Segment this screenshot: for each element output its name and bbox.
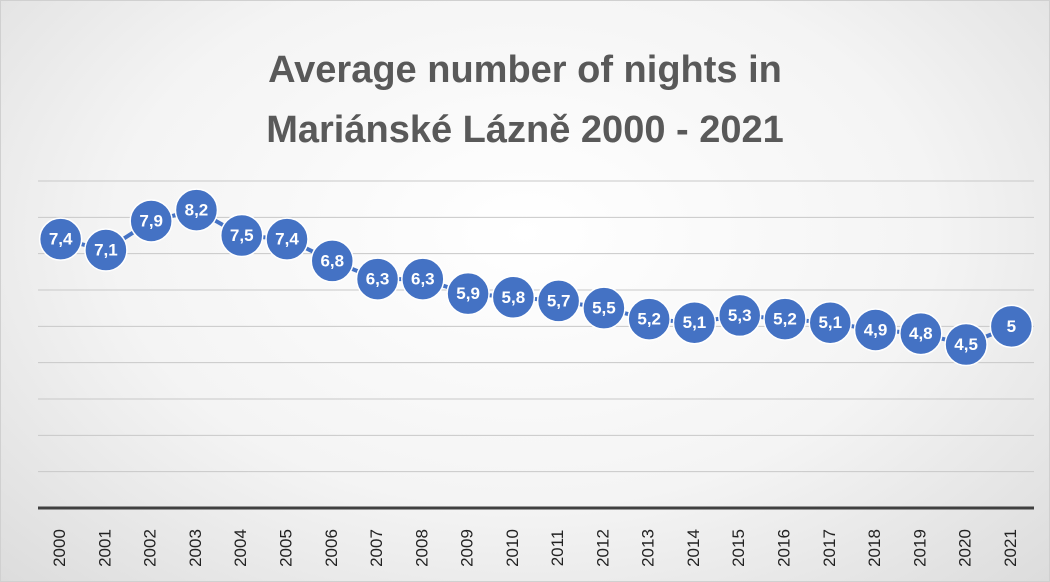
data-label: 5,5 (592, 299, 616, 318)
x-tick-label: 2009 (458, 529, 477, 567)
marker (38, 217, 83, 261)
marker (401, 257, 445, 301)
marker (808, 300, 853, 345)
data-label: 5 (1007, 317, 1016, 336)
data-label: 5,2 (773, 310, 797, 329)
data-label: 6,8 (320, 251, 344, 270)
data-label: 7,4 (49, 230, 73, 249)
data-label: 5,1 (683, 313, 707, 332)
x-tick-label: 2001 (95, 529, 114, 567)
data-label: 4,5 (954, 335, 978, 354)
x-tick-label: 2018 (865, 529, 884, 567)
data-label: 7,4 (275, 230, 299, 249)
x-tick-label: 2011 (548, 530, 567, 567)
data-label: 7,9 (139, 211, 163, 230)
x-tick-label: 2002 (141, 529, 160, 567)
marker (174, 188, 219, 232)
x-tick-label: 2017 (820, 529, 839, 567)
data-label: 5,2 (637, 310, 661, 329)
marker (582, 286, 626, 330)
line (60, 207, 1013, 347)
x-tick-label: 2003 (186, 529, 205, 567)
x-tick-label: 2004 (231, 529, 250, 567)
x-tick-label: 2000 (50, 529, 69, 567)
data-label: 5,8 (502, 288, 526, 307)
marker (129, 199, 173, 243)
marker (84, 228, 128, 272)
marker (899, 311, 943, 356)
marker (265, 217, 309, 261)
data-label: 8,2 (185, 201, 209, 220)
marker (446, 271, 490, 316)
x-tick-label: 2005 (276, 529, 295, 567)
data-label: 7,1 (94, 241, 118, 260)
x-tick-label: 2021 (1001, 529, 1020, 567)
x-tick-label: 2014 (684, 529, 703, 567)
data-label: 7,5 (230, 226, 254, 245)
x-tick-label: 2012 (593, 529, 612, 567)
x-tick-label: 2016 (774, 529, 793, 567)
x-tick-label: 2013 (639, 529, 658, 567)
x-tick-label: 2010 (503, 529, 522, 567)
data-label: 6,3 (411, 270, 435, 289)
data-label: 4,9 (864, 320, 888, 339)
chart-title: Average number of nights in Mariánské Lá… (266, 49, 784, 151)
marker (310, 239, 355, 283)
marker (491, 275, 536, 320)
x-tick-label: 2020 (956, 529, 975, 567)
marker (763, 297, 807, 341)
marker (355, 257, 400, 301)
marker (627, 297, 671, 341)
marker (944, 322, 988, 367)
data-label: 6,3 (366, 270, 390, 289)
marker (989, 304, 1034, 349)
data-label: 5,9 (456, 284, 480, 303)
data-label: 5,3 (728, 306, 752, 325)
data-label: 4,8 (909, 324, 933, 343)
marker (717, 293, 762, 338)
data-label: 5,7 (547, 291, 571, 310)
marker (672, 300, 717, 345)
data-label: 5,1 (818, 313, 842, 332)
marker (219, 213, 264, 258)
x-tick-label: 2008 (412, 529, 431, 567)
x-tick-label: 2019 (910, 529, 929, 567)
marker (536, 279, 581, 323)
x-tick-label: 2007 (367, 529, 386, 567)
x-tick-label: 2015 (729, 529, 748, 567)
marker (853, 308, 898, 352)
x-tick-label: 2006 (322, 529, 341, 567)
